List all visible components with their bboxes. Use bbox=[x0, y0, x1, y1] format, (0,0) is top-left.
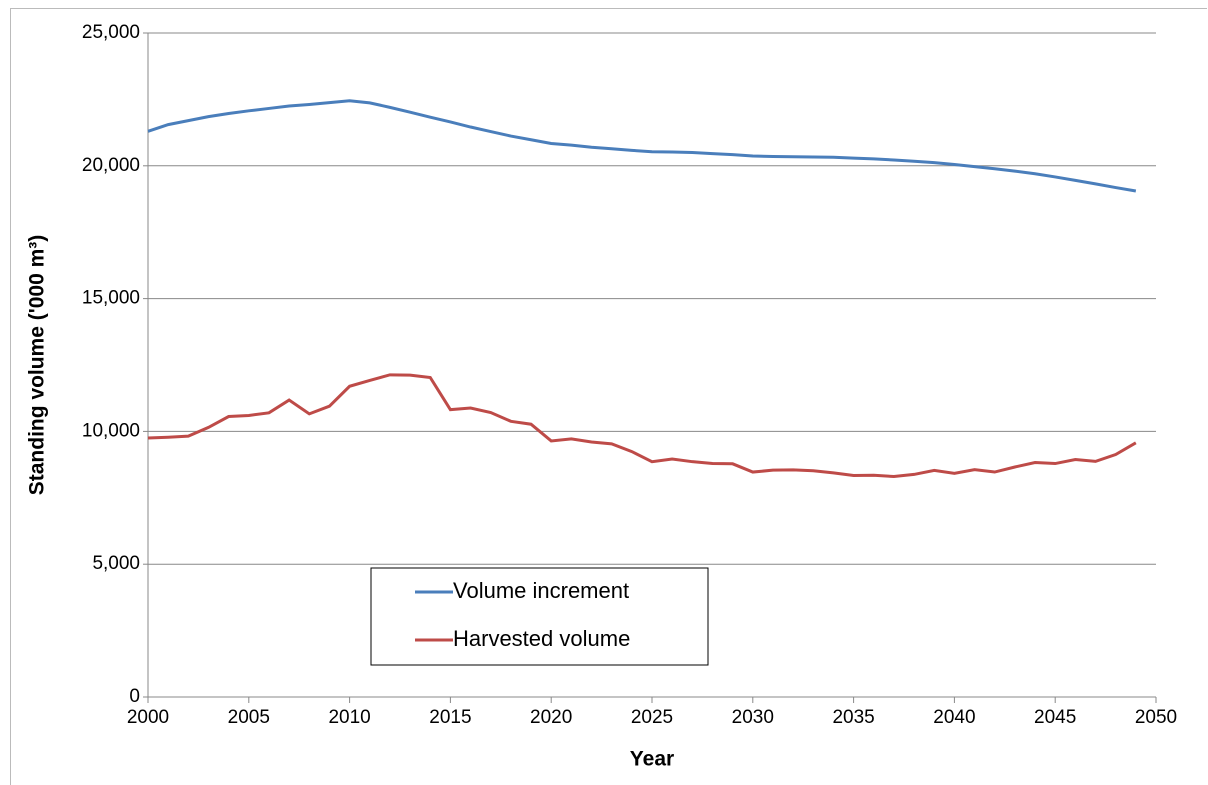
series-line bbox=[147, 99, 1137, 193]
frame bbox=[10, 8, 1207, 785]
x-tick-label: 2000 bbox=[127, 707, 169, 728]
x-tick-label: 2030 bbox=[732, 707, 774, 728]
legend-label: Volume increment bbox=[453, 578, 629, 603]
x-tick-label: 2015 bbox=[429, 707, 471, 728]
y-tick-label: 15,000 bbox=[82, 288, 140, 309]
x-tick-label: 2035 bbox=[832, 707, 874, 728]
x-tick-label: 2010 bbox=[328, 707, 370, 728]
x-tick-label: 2025 bbox=[631, 707, 673, 728]
series-line bbox=[147, 373, 1137, 479]
y-tick-label: 25,000 bbox=[82, 22, 140, 43]
legend-box bbox=[370, 567, 709, 666]
y-tick-label: 5,000 bbox=[92, 553, 140, 574]
y-tick-label: 10,000 bbox=[82, 420, 140, 441]
x-tick-label: 2020 bbox=[530, 707, 572, 728]
legend-label: Harvested volume bbox=[453, 626, 630, 651]
x-tick-label: 2040 bbox=[933, 707, 975, 728]
y-axis-label: Standing volume ('000 m³) bbox=[26, 235, 49, 496]
y-tick-label: 20,000 bbox=[82, 155, 140, 176]
x-tick-label: 2045 bbox=[1034, 707, 1076, 728]
y-tick-label: 0 bbox=[129, 686, 140, 707]
x-tick-label: 2005 bbox=[228, 707, 270, 728]
x-axis-label: Year bbox=[630, 748, 674, 771]
x-tick-label: 2050 bbox=[1135, 707, 1177, 728]
